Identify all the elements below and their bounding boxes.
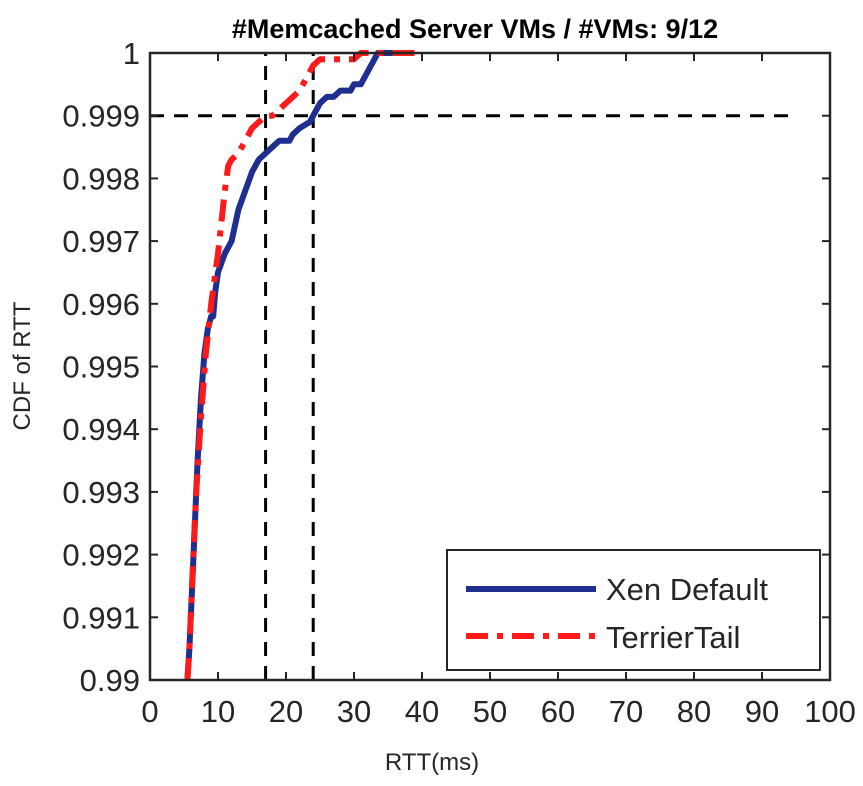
x-tick-label: 60 (541, 694, 575, 729)
x-tick-label: 20 (269, 694, 303, 729)
y-tick-label: 0.994 (62, 412, 140, 447)
y-tick-label: 0.999 (62, 99, 140, 134)
legend-label-xen-default: Xen Default (606, 572, 768, 607)
y-tick-label: 0.993 (62, 475, 140, 510)
x-tick-label: 80 (677, 694, 711, 729)
y-tick-label: 0.998 (62, 161, 140, 196)
x-tick-label: 90 (745, 694, 779, 729)
y-tick-label: 0.991 (62, 600, 140, 635)
y-tick-label: 0.992 (62, 538, 140, 573)
x-tick-label: 100 (804, 694, 856, 729)
y-tick-label: 0.995 (62, 350, 140, 385)
y-axis-ticks: 0.99 0.991 0.992 0.993 0.994 0.995 0.996 0.997 0… (62, 36, 830, 698)
y-tick-label: 0.997 (62, 224, 140, 259)
x-tick-label: 10 (201, 694, 235, 729)
y-axis-label: CDF of RTT (9, 301, 36, 430)
chart-title: #Memcached Server VMs / #VMs: 9/12 (232, 14, 718, 44)
legend-label-terriertail: TerrierTail (606, 620, 740, 655)
x-tick-label: 0 (141, 694, 158, 729)
x-tick-label: 30 (337, 694, 371, 729)
reference-lines (150, 53, 796, 680)
y-tick-label: 0.99 (80, 663, 140, 698)
legend: Xen Default TerrierTail (446, 549, 821, 671)
x-tick-label: 50 (473, 694, 507, 729)
x-axis-label: RTT(ms) (385, 749, 479, 776)
y-tick-label: 0.996 (62, 287, 140, 322)
x-tick-label: 40 (405, 694, 439, 729)
series-line-terriertail (184, 50, 422, 681)
legend-box (446, 549, 821, 671)
x-axis-ticks: 0 10 20 30 40 50 60 70 80 90 100 (141, 53, 856, 729)
y-tick-label: 1 (123, 36, 140, 71)
series-lines (184, 50, 422, 681)
x-tick-label: 70 (609, 694, 643, 729)
